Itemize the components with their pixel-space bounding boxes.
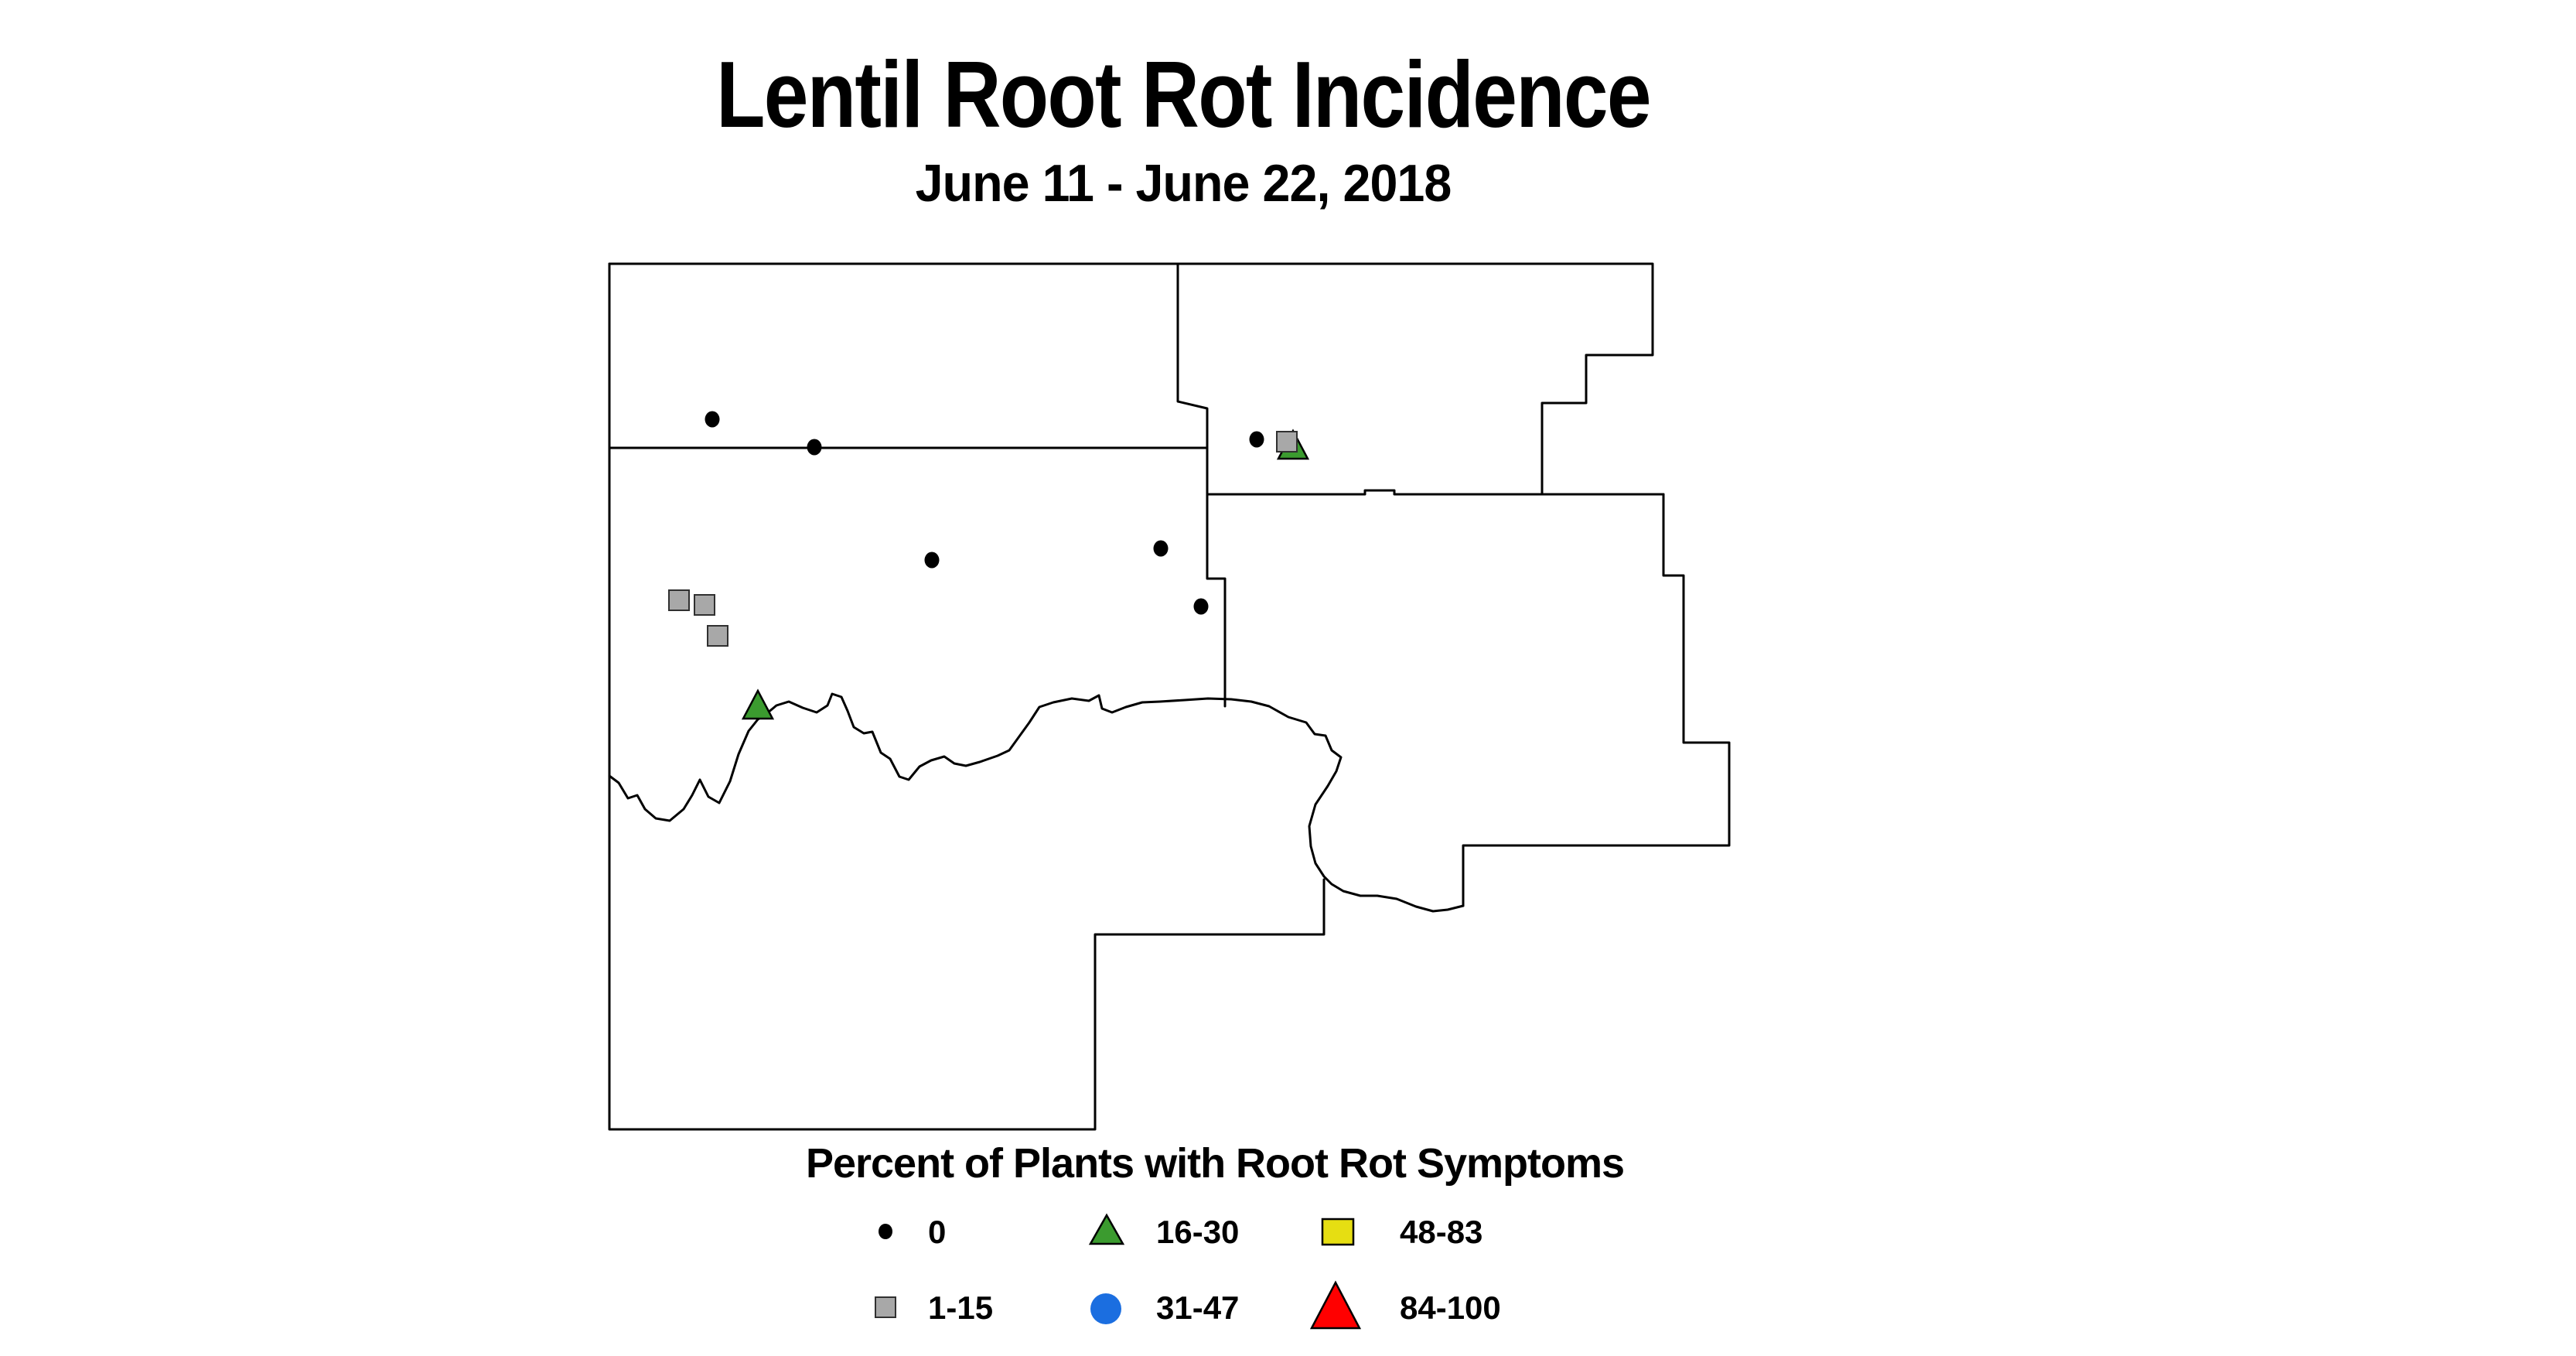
legend-marker-red-triangle xyxy=(1309,1280,1362,1330)
map-marker-black-dot xyxy=(1153,540,1169,557)
county-border-outline-west-south xyxy=(608,262,1326,1131)
legend-label-16-30: 16-30 xyxy=(1156,1214,1239,1250)
map-marker-black-dot xyxy=(807,439,822,456)
legend-title: Percent of Plants with Root Rot Symptoms xyxy=(806,1140,1624,1187)
legend-label-1-15: 1-15 xyxy=(928,1289,993,1326)
county-border-internal-vertical xyxy=(1176,262,1227,708)
legend-label-31-47: 31-47 xyxy=(1156,1289,1239,1326)
legend-marker-black-dot xyxy=(879,1224,892,1239)
page-title: Lentil Root Rot Incidence xyxy=(716,42,1651,147)
legend-marker-yellow-square xyxy=(1321,1218,1355,1246)
legend-marker-blue-circle xyxy=(1090,1293,1121,1324)
map-marker-gray-square xyxy=(668,589,690,611)
legend-marker-gray-square xyxy=(875,1296,896,1318)
map-marker-gray-square xyxy=(707,625,728,647)
legend-label-84-100: 84-100 xyxy=(1400,1289,1501,1326)
map-markers xyxy=(668,411,1310,720)
county-boundaries xyxy=(608,262,1731,1131)
legend-marker-green-triangle xyxy=(1088,1213,1125,1245)
river-boundary xyxy=(608,692,1465,913)
legend-label-0: 0 xyxy=(928,1214,946,1250)
page-subtitle: June 11 - June 22, 2018 xyxy=(915,154,1452,213)
county-border-internal-horizontal-2 xyxy=(1206,489,1665,496)
map-marker-black-dot xyxy=(1193,598,1209,615)
map-marker-black-dot xyxy=(705,411,720,428)
legend: Percent of Plants with Root Rot Symptoms… xyxy=(806,1140,1625,1330)
map-marker-gray-square xyxy=(694,594,715,616)
legend-label-48-83: 48-83 xyxy=(1400,1214,1482,1250)
map-marker-black-dot xyxy=(1249,431,1264,448)
county-border-outline-north-east xyxy=(608,262,1731,907)
map-marker-green-triangle xyxy=(741,688,775,720)
map-marker-black-dot xyxy=(924,552,940,569)
map-marker-gray-square xyxy=(1276,431,1298,453)
